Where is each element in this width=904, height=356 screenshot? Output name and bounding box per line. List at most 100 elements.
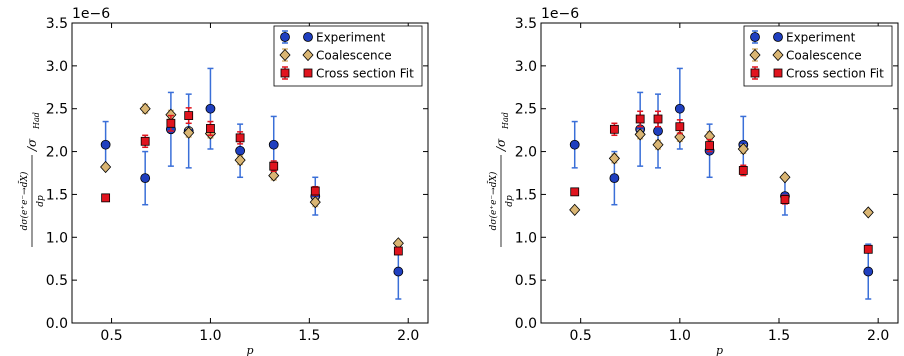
y-tick-label: 3.0 [515,59,537,75]
y-label-denominator: dp [36,195,46,207]
fit-point [738,166,748,175]
x-tick-label: 1.5 [768,328,790,344]
coalescence-point [183,126,195,139]
legend-box [743,25,893,87]
fit-point [780,195,790,204]
fit-point [653,114,663,124]
experiment-point [674,103,685,114]
fit-point [235,133,245,143]
chart-panel-1: 0.0 0.5 1.0 1.5 2.0 2.5 3.0 3.5 0.5 1.0 1.5 2.0 1e−6… [18,6,429,356]
legend-diamond-marker [749,48,761,62]
experiment-point [268,139,279,150]
fit-point [101,193,111,203]
y-tick-label: 1.0 [515,230,537,246]
y-tick-label: 0.5 [46,273,68,289]
x-tick-label: 1.0 [199,328,221,344]
y-label-subscript: Had [32,112,41,130]
legend-square-marker [280,68,290,78]
legend-circle-marker [303,32,313,42]
fit-point [310,186,320,196]
legend-circle-marker [280,32,290,42]
coalescence-point [139,102,151,115]
legend-label: Cross section Fit [316,67,414,81]
coalescence-point [634,128,646,141]
legend-square-marker [750,68,760,78]
legend-diamond-marker [302,48,314,62]
fit-point [705,141,714,150]
coalescence-point [234,154,246,167]
y-tick-label: 2.5 [46,102,68,118]
fit-point [184,111,194,120]
chart-panel-2: 0.0 0.5 1.0 1.5 2.0 2.5 3.0 3.5 0.5 1.0 1.5 2.0 1e−6… [487,6,899,356]
y-tick-label: 0.0 [46,316,68,332]
legend-circle-marker [750,32,760,42]
legend-circle-marker [773,32,783,42]
fit-point [140,136,150,146]
y-tick-label: 1.0 [46,230,68,246]
experiment-point [205,103,216,114]
y-tick-label: 3.0 [46,59,68,75]
y-label-denominator: dp [505,195,515,207]
y-axis-label: dσ(e⁺e⁻→d̄X) dp/σ Had [18,112,46,247]
coalescence-point [100,160,112,174]
y-tick-label: 2.5 [515,102,537,118]
x-axis-label: p [716,344,723,356]
coalescence-point [779,171,791,184]
coalescence-point [309,196,321,209]
fit-point [609,124,619,134]
experiment-point [863,266,874,277]
legend: Experiment Coalescence Cross section Fit [743,25,893,87]
y-tick-label: 2.0 [46,145,68,161]
fit-point [206,124,215,133]
legend-square-marker [773,68,783,78]
y-label-divisor: /σ [25,138,39,152]
fit-point [269,161,279,171]
fit-point [675,122,685,132]
experiment-point [100,139,111,150]
coalescence-point [608,152,620,165]
x-axis-label: p [246,344,253,356]
legend-box [273,25,423,87]
experiment-point [569,139,580,150]
x-tick-label: 0.5 [100,328,122,344]
y-label-subscript: Had [501,112,510,130]
y-tick-label: 1.5 [46,187,68,203]
fit-point [393,246,403,256]
experiment-point [393,266,404,277]
fit-point [863,244,873,254]
coalescence-point [652,138,664,151]
fit-point [635,114,645,124]
y-multiplier-label: 1e−6 [72,6,110,22]
coalescence-point [862,206,874,219]
fit-point [166,118,176,128]
fit-point [570,187,580,197]
y-tick-label: 3.5 [515,16,537,32]
y-label-numerator: dσ(e⁺e⁻→d̄X) [487,171,499,230]
y-tick-label: 0.5 [515,273,537,289]
experiment-point [235,145,246,156]
series-diamond [569,128,874,219]
y-multiplier-label: 1e−6 [541,6,579,22]
coalescence-point [268,169,280,182]
legend-label: Experiment [786,31,856,45]
coalescence-point [569,203,581,216]
experiment-point [653,126,663,136]
experiment-point [609,173,620,184]
y-label-numerator: dσ(e⁺e⁻→d̄X) [18,171,30,230]
y-axis-label: dσ(e⁺e⁻→d̄X) dp/σ Had [487,112,515,247]
legend-label: Coalescence [786,49,862,63]
legend-label: Coalescence [316,49,392,63]
coalescence-point [737,142,749,156]
x-tick-label: 2.0 [397,328,419,344]
experiment-point [140,173,151,184]
y-tick-label: 0.0 [515,316,537,332]
x-tick-label: 1.0 [669,328,691,344]
legend-diamond-marker [279,48,291,62]
legend-label: Experiment [316,31,386,45]
legend-square-marker [303,68,313,78]
series-diamond [100,102,404,250]
x-tick-label: 2.0 [867,328,889,344]
series-square [570,110,873,254]
series-square [101,107,403,256]
